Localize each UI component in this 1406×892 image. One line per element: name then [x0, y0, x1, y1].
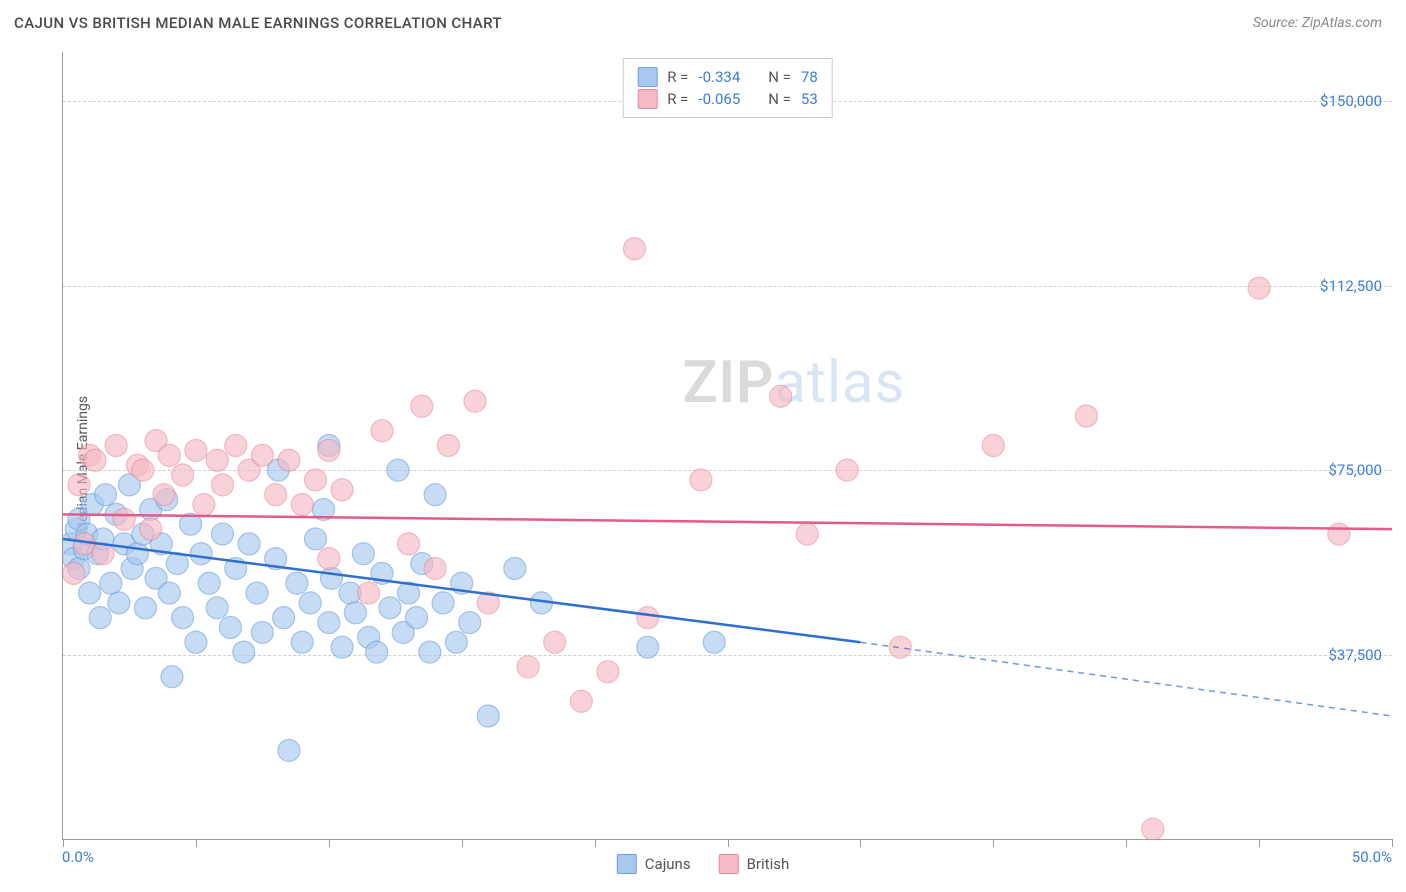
british-swatch-icon: [637, 89, 657, 109]
source-label: Source: ZipAtlas.com: [1253, 15, 1382, 31]
x-tick: [860, 839, 861, 847]
x-axis-max-label: 50.0%: [1352, 848, 1392, 866]
x-tick: [595, 839, 596, 847]
cajuns-r-value: -0.334: [698, 68, 740, 86]
british-r-value: -0.065: [698, 90, 740, 108]
x-tick: [1392, 839, 1393, 847]
r-label: R =: [667, 90, 688, 108]
x-tick: [1126, 839, 1127, 847]
british-label: British: [747, 855, 790, 873]
x-axis-min-label: 0.0%: [62, 848, 94, 866]
chart-container: Median Male Earnings R = -0.334 N = 78 R…: [14, 52, 1392, 878]
legend-row-cajuns: R = -0.334 N = 78: [637, 67, 818, 87]
x-tick: [993, 839, 994, 847]
r-label: R =: [667, 68, 688, 86]
x-tick: [63, 839, 64, 847]
cajuns-swatch-icon: [617, 854, 637, 874]
cajuns-label: Cajuns: [645, 855, 691, 873]
x-tick: [329, 839, 330, 847]
plot-area: R = -0.334 N = 78 R = -0.065 N = 53 ZIPa…: [62, 52, 1392, 840]
n-label: N =: [768, 68, 791, 86]
n-label: N =: [768, 90, 791, 108]
legend-row-british: R = -0.065 N = 53: [637, 89, 818, 109]
x-tick: [1259, 839, 1260, 847]
x-tick: [728, 839, 729, 847]
chart-title: CAJUN VS BRITISH MEDIAN MALE EARNINGS CO…: [14, 14, 502, 32]
british-n-value: 53: [801, 90, 818, 108]
legend-correlation: R = -0.334 N = 78 R = -0.065 N = 53: [622, 58, 833, 118]
trend-lines: [63, 52, 1392, 839]
x-tick: [196, 839, 197, 847]
legend-series: Cajuns British: [617, 854, 789, 874]
cajuns-n-value: 78: [801, 68, 818, 86]
legend-item-british: British: [719, 854, 790, 874]
cajuns-swatch-icon: [637, 67, 657, 87]
x-tick: [462, 839, 463, 847]
british-swatch-icon: [719, 854, 739, 874]
legend-item-cajuns: Cajuns: [617, 854, 691, 874]
